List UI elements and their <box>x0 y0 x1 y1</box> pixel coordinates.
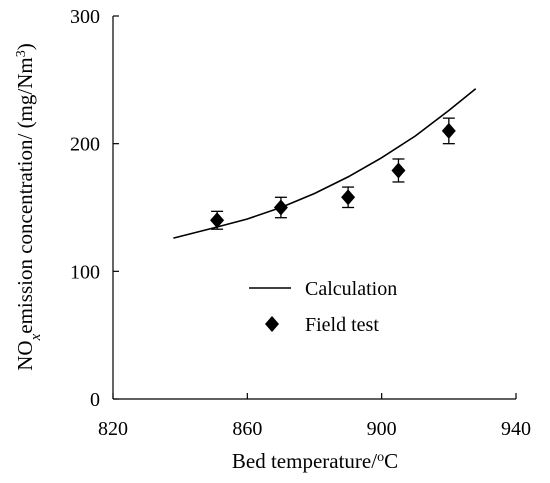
legend-diamond-swatch <box>265 316 279 332</box>
legend-label-calculation: Calculation <box>305 278 397 300</box>
x-ticks: 820 860 900 940 <box>98 393 531 440</box>
y-axis-label-sup: 3 <box>14 50 29 57</box>
y-axis-label-p1: NO <box>13 340 37 370</box>
x-axis-label-sup: o <box>377 450 384 465</box>
y-axis-label: NOxemission concentration/ (mg/Nm3) <box>13 43 44 370</box>
field-test-point <box>391 162 406 179</box>
y-axis-label-p3: ) <box>13 43 37 50</box>
x-axis-label-main: Bed temperature/ <box>232 449 377 473</box>
legend: Calculation Field test <box>249 278 397 336</box>
y-axis-label-p2: emission concentration/ (mg/Nm <box>13 57 37 333</box>
x-axis-label: Bed temperature/oC <box>232 449 398 473</box>
y-tick-label: 200 <box>70 134 100 156</box>
y-ticks: 0 100 200 300 <box>70 6 119 411</box>
field-test-point <box>341 189 356 206</box>
y-tick-label: 300 <box>70 6 100 28</box>
field-test-point <box>210 212 225 229</box>
calculation-line <box>173 88 477 239</box>
field-test-point <box>441 122 456 139</box>
x-tick-label: 940 <box>501 418 531 440</box>
x-axis-label-tail: C <box>384 449 398 473</box>
x-tick-label: 820 <box>98 418 128 440</box>
x-tick-label: 860 <box>232 418 262 440</box>
field-test-point <box>273 199 288 216</box>
x-tick-label: 900 <box>367 418 397 440</box>
series-layer <box>173 88 477 239</box>
legend-label-field-test: Field test <box>305 314 379 336</box>
y-tick-label: 0 <box>90 389 100 411</box>
y-axis-label-sub: x <box>28 333 44 341</box>
y-tick-label: 100 <box>70 261 100 283</box>
